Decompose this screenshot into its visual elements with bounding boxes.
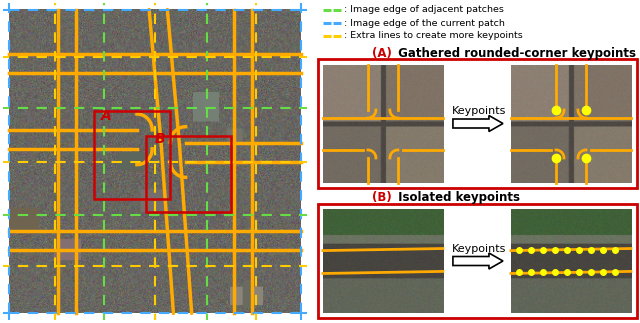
Text: : Extra lines to create more keypoints: : Extra lines to create more keypoints (344, 32, 523, 40)
Text: Gathered rounded-corner keypoints: Gathered rounded-corner keypoints (394, 47, 636, 59)
Text: B: B (155, 131, 166, 145)
Text: Keypoints: Keypoints (452, 107, 506, 117)
FancyArrow shape (453, 116, 503, 131)
Bar (95, 111, 170, 200)
Text: A: A (100, 109, 111, 123)
Text: : Image edge of adjacent patches: : Image edge of adjacent patches (344, 5, 504, 15)
Text: Isolated keypoints: Isolated keypoints (394, 192, 520, 204)
Text: Keypoints: Keypoints (452, 244, 506, 254)
FancyArrow shape (453, 253, 503, 269)
Bar (318, 59, 637, 188)
Bar (146, 136, 231, 212)
Text: (A): (A) (372, 47, 392, 59)
Bar (318, 204, 637, 318)
Text: : Image edge of the current patch: : Image edge of the current patch (344, 18, 505, 27)
Text: (B): (B) (372, 192, 392, 204)
